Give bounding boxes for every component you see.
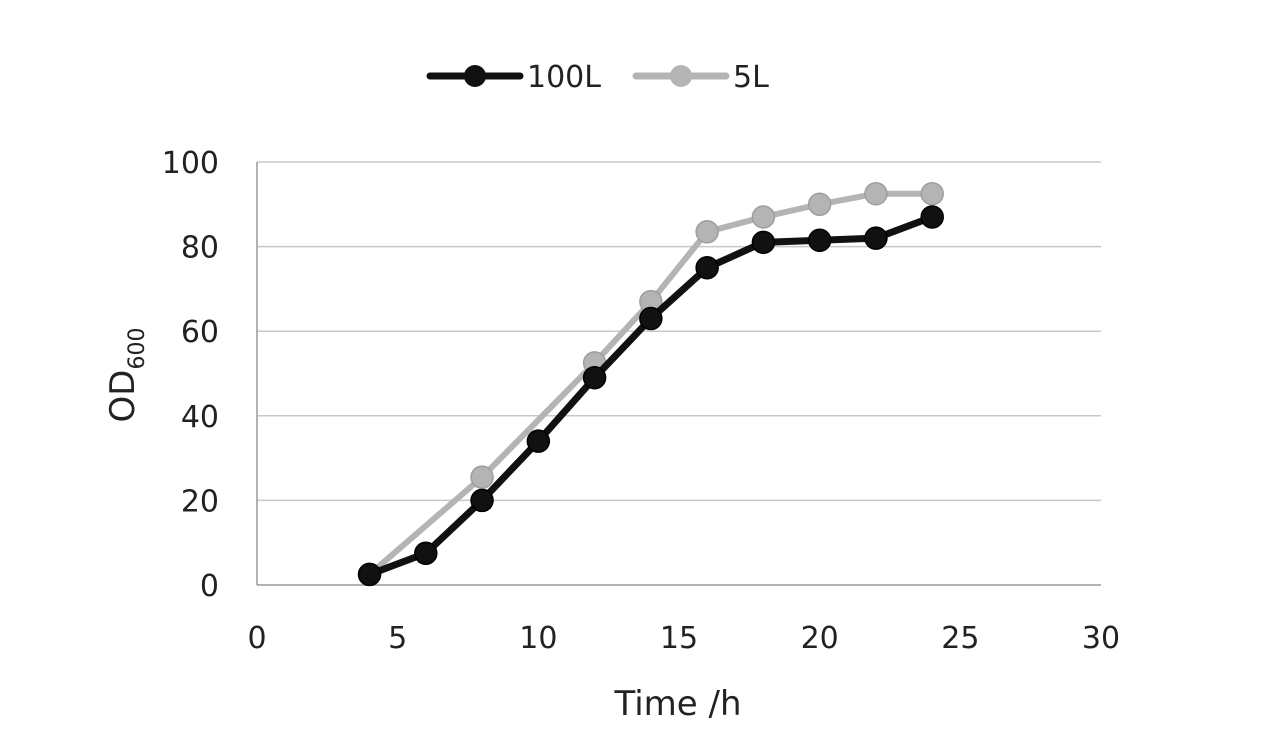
y-tick-label: 0 xyxy=(200,569,219,604)
x-tick-label: 15 xyxy=(660,621,698,656)
data-point xyxy=(920,205,944,229)
data-point xyxy=(751,230,776,255)
data-point xyxy=(807,192,832,217)
data-point xyxy=(357,562,382,587)
axes xyxy=(256,162,1101,586)
gridlines xyxy=(257,161,1101,502)
data-point xyxy=(414,541,438,566)
x-axis-title: Time /h xyxy=(613,684,741,724)
legend-swatch-marker xyxy=(670,65,692,87)
x-axis-ticks: 0 5 10 15 20 25 30 xyxy=(247,621,1120,656)
legend-swatch-marker xyxy=(464,65,486,87)
y-tick-label: 20 xyxy=(181,484,219,519)
legend: 100L 5L xyxy=(426,60,769,95)
legend-item-100L: 100L xyxy=(426,60,601,95)
y-axis-title-subscript: 600 xyxy=(125,328,150,370)
data-point xyxy=(864,181,888,206)
data-point xyxy=(864,226,888,250)
y-axis-title: OD600 xyxy=(103,328,150,423)
data-point xyxy=(639,306,663,331)
y-axis-ticks: 0 20 40 60 80 100 xyxy=(162,146,219,604)
series-100L xyxy=(357,205,944,587)
data-point xyxy=(920,181,944,206)
data-point xyxy=(807,228,832,253)
legend-item-5L: 5L xyxy=(632,60,769,95)
x-tick-label: 25 xyxy=(941,621,979,656)
y-axis-title-main: OD xyxy=(103,370,143,423)
series-5L xyxy=(357,181,944,587)
x-tick-label: 0 xyxy=(247,621,266,656)
x-tick-label: 10 xyxy=(519,621,557,656)
x-tick-label: 30 xyxy=(1082,621,1120,656)
series-line xyxy=(366,213,936,578)
legend-label: 100L xyxy=(527,60,601,95)
x-tick-label: 5 xyxy=(388,621,407,656)
data-point xyxy=(582,365,607,390)
series-layer xyxy=(357,181,944,587)
y-tick-label: 100 xyxy=(162,146,219,181)
y-tick-label: 40 xyxy=(181,400,219,435)
x-tick-label: 20 xyxy=(801,621,839,656)
data-point xyxy=(470,465,494,489)
y-tick-label: 60 xyxy=(181,315,219,350)
data-point xyxy=(751,205,776,229)
data-point xyxy=(470,488,494,513)
data-point xyxy=(695,220,719,244)
data-point xyxy=(695,256,719,280)
data-point xyxy=(526,429,551,453)
series-line xyxy=(366,190,936,578)
y-tick-label: 80 xyxy=(181,231,219,266)
legend-label: 5L xyxy=(733,60,769,95)
